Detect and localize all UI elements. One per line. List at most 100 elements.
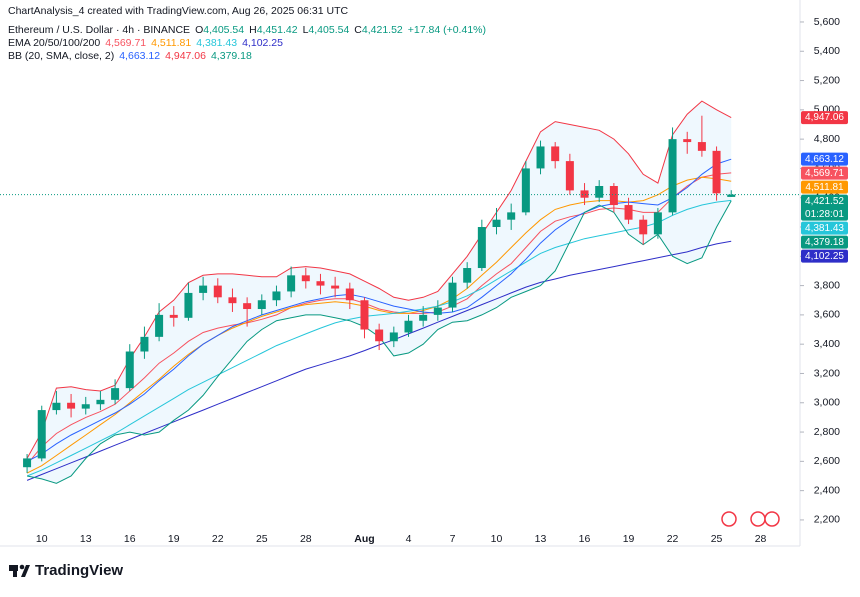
candle-body	[433, 307, 442, 315]
candle-body	[316, 281, 325, 286]
legend-row: Ethereum / U.S. Dollar · 4h · BINANCE O4,…	[8, 24, 486, 36]
indicator-name: EMA 20/50/100/200	[8, 37, 100, 49]
price-badge	[801, 152, 848, 166]
x-tick-label: 16	[579, 533, 591, 545]
x-tick-label: 10	[491, 533, 503, 545]
x-tick-label: 22	[212, 533, 224, 545]
indicator-line	[26, 199, 732, 477]
candle-body	[639, 219, 648, 235]
candle-body	[125, 351, 134, 389]
y-tick-label: 3,600	[814, 309, 840, 321]
price-badge-label: 4,569.71	[805, 168, 844, 179]
price-badge	[801, 235, 848, 249]
candle-body	[492, 219, 501, 228]
candle-body	[507, 212, 516, 220]
watermark-logo: TradingView	[9, 562, 123, 579]
candle-body	[360, 300, 369, 330]
plot-area	[0, 100, 800, 484]
candle-body	[565, 161, 574, 191]
price-badge-label: 4,102.25	[805, 251, 844, 262]
y-tick-label: 5,400	[814, 45, 840, 57]
y-tick-label: 2,600	[814, 455, 840, 467]
x-tick-label: 16	[124, 533, 136, 545]
x-tick-label: 25	[711, 533, 723, 545]
y-tick-label: 2,800	[814, 426, 840, 438]
ohlc-value: 4,451.42	[257, 24, 298, 36]
candle-body	[23, 458, 32, 468]
symbol-name: Ethereum / U.S. Dollar · 4h · BINANCE	[8, 24, 190, 36]
x-tick-label: 28	[755, 533, 767, 545]
candle-body	[81, 404, 90, 409]
y-tick-label: 2,200	[814, 514, 840, 526]
candle-body	[96, 399, 105, 405]
price-badge-label: 01:28:01	[805, 209, 844, 220]
y-tick-label: 3,400	[814, 338, 840, 350]
candle-body	[345, 288, 354, 301]
axes: 2,200 2,400 2,600 2,800 3,000 3,200 3,400 3,600…	[36, 16, 840, 545]
candle-body	[140, 336, 149, 352]
indicator-value: 4,381.43	[196, 37, 237, 49]
candle-body	[595, 186, 604, 198]
candle-body	[155, 314, 164, 337]
y-tick-label: 5,200	[814, 74, 840, 86]
x-tick-label: 10	[36, 533, 48, 545]
x-tick-label: 4	[406, 533, 412, 545]
watermark: TradingView	[35, 562, 123, 579]
x-tick-label: Aug	[354, 533, 374, 545]
candle-body	[331, 285, 340, 289]
candle-body	[463, 268, 472, 283]
candle-body	[580, 190, 589, 198]
ohlc-key: O	[195, 24, 203, 36]
candle-body	[287, 275, 296, 292]
indicator-value: 4,511.81	[151, 37, 191, 49]
flag-icons	[721, 511, 780, 527]
price-badge	[801, 111, 848, 125]
indicator-name: BB (20, SMA, close, 2)	[8, 50, 114, 62]
candle-body	[169, 314, 178, 318]
price-badge	[801, 249, 848, 263]
candle-body	[624, 205, 633, 220]
candle-body	[551, 146, 560, 162]
candle-body	[375, 329, 384, 342]
candle-body	[448, 282, 457, 308]
price-badge	[801, 221, 848, 235]
legend-row: EMA 20/50/100/200 4,569.71 4,511.81 4,381.4…	[8, 37, 283, 49]
x-tick-label: 7	[450, 533, 456, 545]
price-badge	[801, 166, 848, 180]
y-tick-label: 3,200	[814, 367, 840, 379]
x-tick-label: 25	[256, 533, 268, 545]
x-tick-label: 28	[300, 533, 312, 545]
chart-title: ChartAnalysis_4 created with TradingView…	[8, 5, 348, 17]
candle-body	[609, 186, 618, 206]
price-badge-label: 4,663.12	[805, 154, 844, 165]
candle-body	[477, 227, 486, 269]
price-badge	[801, 180, 848, 194]
price-badge-label: 4,511.81	[805, 182, 844, 193]
indicator-value: 4,569.71	[105, 37, 146, 49]
y-tick-label: 5,600	[814, 16, 840, 28]
ohlc-value: 4,405.54	[308, 24, 349, 36]
indicator-value: 4,947.06	[165, 50, 206, 62]
y-tick-label: 2,400	[814, 484, 840, 496]
y-tick-label: 3,800	[814, 279, 840, 291]
candle-body	[272, 291, 281, 301]
change-value: +17.84 (+0.41%)	[408, 24, 486, 36]
candle-body	[184, 292, 193, 318]
candle-body	[228, 297, 237, 304]
candle-body	[419, 314, 428, 321]
candle-body	[404, 320, 413, 333]
y-tick-label: 3,000	[814, 397, 840, 409]
price-badge-label: 4,381.43	[805, 223, 844, 234]
x-tick-label: 19	[623, 533, 635, 545]
indicator-value: 4,379.18	[211, 50, 252, 62]
candle-body	[111, 388, 120, 400]
x-tick-label: 22	[667, 533, 679, 545]
bb-band-fill	[27, 101, 732, 484]
price-badge-label: 4,947.06	[805, 112, 844, 123]
candle-body	[199, 285, 208, 293]
candle-body	[536, 146, 545, 169]
ohlc-value: 4,405.54	[203, 24, 244, 36]
candle-body	[301, 275, 310, 282]
